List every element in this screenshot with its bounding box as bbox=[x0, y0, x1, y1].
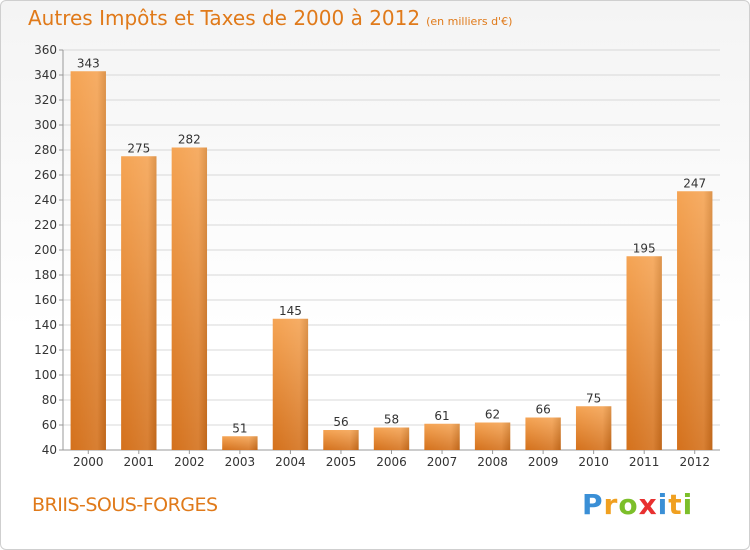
bar-shine bbox=[424, 423, 460, 450]
data-label: 343 bbox=[77, 56, 100, 70]
data-label: 56 bbox=[333, 415, 348, 429]
bar-shine bbox=[70, 71, 106, 450]
x-tick-label: 2004 bbox=[275, 455, 306, 469]
data-label: 247 bbox=[683, 176, 706, 190]
x-tick-label: 2012 bbox=[679, 455, 710, 469]
chart-title: Autres Impôts et Taxes de 2000 à 2012 (en… bbox=[28, 6, 512, 30]
logo-letter: x bbox=[638, 488, 658, 521]
y-tick-label: 300 bbox=[34, 118, 57, 132]
x-tick-label: 2007 bbox=[427, 455, 458, 469]
y-tick-label: 40 bbox=[42, 443, 57, 457]
x-tick-label: 2000 bbox=[73, 455, 104, 469]
y-tick-label: 140 bbox=[34, 318, 57, 332]
logo-letter: t bbox=[668, 488, 683, 521]
y-tick-label: 260 bbox=[34, 168, 57, 182]
proxiti-logo: Proxiti bbox=[582, 488, 693, 521]
data-label: 195 bbox=[633, 241, 656, 255]
y-tick-label: 60 bbox=[42, 418, 57, 432]
x-tick-label: 2003 bbox=[225, 455, 256, 469]
chart-subtitle: (en milliers d'€) bbox=[426, 15, 513, 28]
commune-name: BRIIS-SOUS-FORGES bbox=[32, 494, 218, 516]
y-tick-label: 180 bbox=[34, 268, 57, 282]
bar-shine bbox=[575, 406, 612, 450]
data-label: 66 bbox=[535, 403, 550, 417]
data-labels: 343 275 282 51 145 56 58 61 62 66 75 195 247 bbox=[77, 56, 706, 435]
y-tick-label: 340 bbox=[34, 68, 57, 82]
bar-shine bbox=[626, 256, 662, 450]
y-tick-label: 220 bbox=[34, 218, 57, 232]
y-tick-label: 240 bbox=[34, 193, 57, 207]
y-tick-label: 280 bbox=[34, 143, 57, 157]
data-label: 145 bbox=[279, 304, 302, 318]
x-tick-label: 2011 bbox=[629, 455, 660, 469]
bar-shine bbox=[373, 427, 410, 450]
data-label: 282 bbox=[178, 133, 201, 147]
y-tick-label: 120 bbox=[34, 343, 57, 357]
x-tick-label: 2005 bbox=[326, 455, 357, 469]
bar-shine bbox=[525, 417, 561, 450]
y-tick-label: 320 bbox=[34, 93, 57, 107]
data-label: 58 bbox=[384, 413, 399, 427]
y-tick-label: 100 bbox=[34, 368, 57, 382]
x-tick-label: 2006 bbox=[376, 455, 407, 469]
logo-letter: r bbox=[603, 488, 619, 521]
logo-letter: o bbox=[618, 488, 639, 521]
bar-shine bbox=[474, 422, 511, 450]
x-tick-label: 2008 bbox=[477, 455, 508, 469]
logo-letter: i bbox=[657, 488, 669, 521]
bar-shine bbox=[121, 156, 157, 450]
x-tick-label: 2001 bbox=[124, 455, 155, 469]
logo-letter: i bbox=[682, 488, 694, 521]
y-tick-label: 360 bbox=[34, 43, 57, 57]
bar-shine bbox=[323, 430, 359, 450]
data-label: 61 bbox=[434, 409, 449, 423]
x-tick-label: 2009 bbox=[528, 455, 559, 469]
x-tick-label: 2002 bbox=[174, 455, 205, 469]
data-label: 62 bbox=[485, 408, 500, 422]
bars bbox=[70, 71, 713, 450]
data-label: 75 bbox=[586, 391, 601, 405]
bar-shine bbox=[677, 191, 713, 450]
x-tick-label: 2010 bbox=[578, 455, 609, 469]
bar-shine bbox=[222, 436, 258, 450]
y-tick-label: 80 bbox=[42, 393, 57, 407]
y-tick-label: 160 bbox=[34, 293, 57, 307]
chart-title-text: Autres Impôts et Taxes de 2000 à 2012 bbox=[28, 6, 421, 30]
bar-shine bbox=[272, 318, 309, 450]
y-tick-label: 200 bbox=[34, 243, 57, 257]
data-label: 275 bbox=[127, 141, 150, 155]
logo-letter: P bbox=[582, 488, 604, 521]
data-label: 51 bbox=[232, 421, 247, 435]
grid-lines bbox=[63, 49, 720, 451]
bar-shine bbox=[171, 147, 208, 450]
